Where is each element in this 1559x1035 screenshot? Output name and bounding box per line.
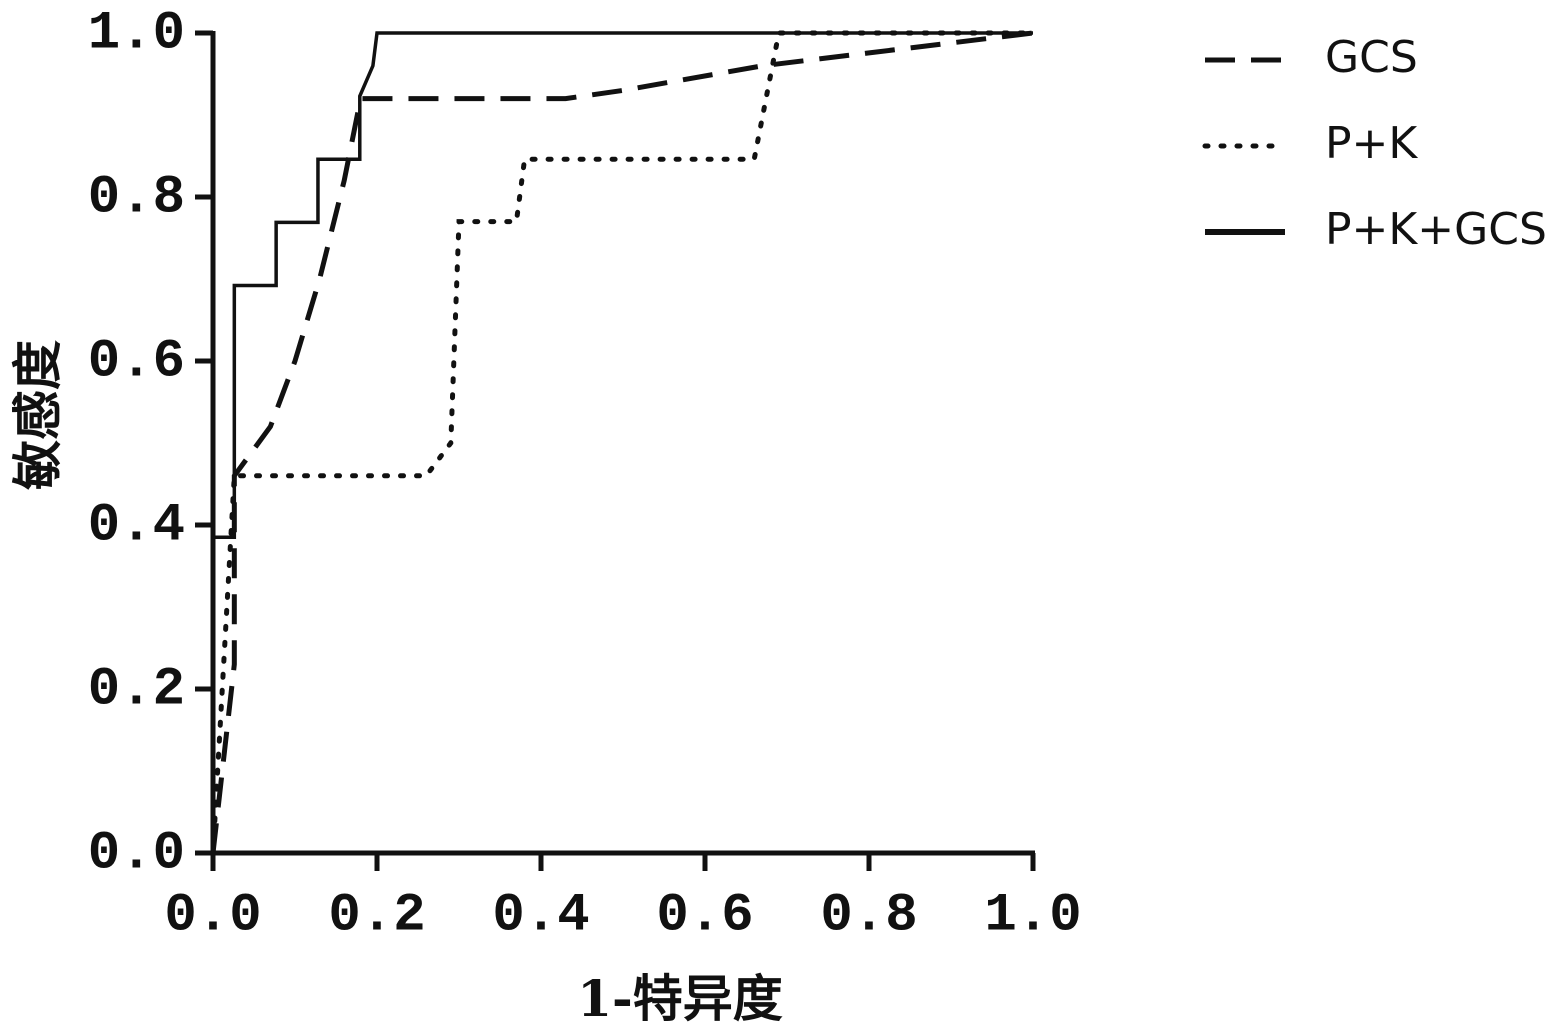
x-tick-label: 0.2 bbox=[328, 885, 425, 946]
legend-label: P+K+GCS bbox=[1325, 204, 1547, 255]
legend-label: P+K bbox=[1325, 118, 1418, 169]
x-tick-label: 0.4 bbox=[492, 885, 589, 946]
roc-line bbox=[210, 30, 1036, 856]
roc-line bbox=[211, 31, 1033, 853]
x-tick-label: 0.0 bbox=[164, 885, 261, 946]
y-tick-label: 0.8 bbox=[88, 167, 185, 228]
x-tick-label: 0.6 bbox=[656, 885, 753, 946]
y-tick-label: 0.4 bbox=[88, 495, 185, 556]
y-axis-title: 敏感度 bbox=[8, 340, 67, 490]
roc-line bbox=[210, 30, 1034, 854]
y-tick-label: 0.2 bbox=[88, 659, 185, 720]
x-tick-label: 1.0 bbox=[984, 885, 1081, 946]
y-tick-label: 0.6 bbox=[88, 331, 185, 392]
x-axis-title: 1-特异度 bbox=[577, 969, 783, 1028]
x-tick-label: 0.8 bbox=[820, 885, 917, 946]
y-tick-label: 0.0 bbox=[88, 823, 185, 884]
legend-label: GCS bbox=[1325, 32, 1418, 83]
y-tick-label: 1.0 bbox=[88, 3, 185, 64]
